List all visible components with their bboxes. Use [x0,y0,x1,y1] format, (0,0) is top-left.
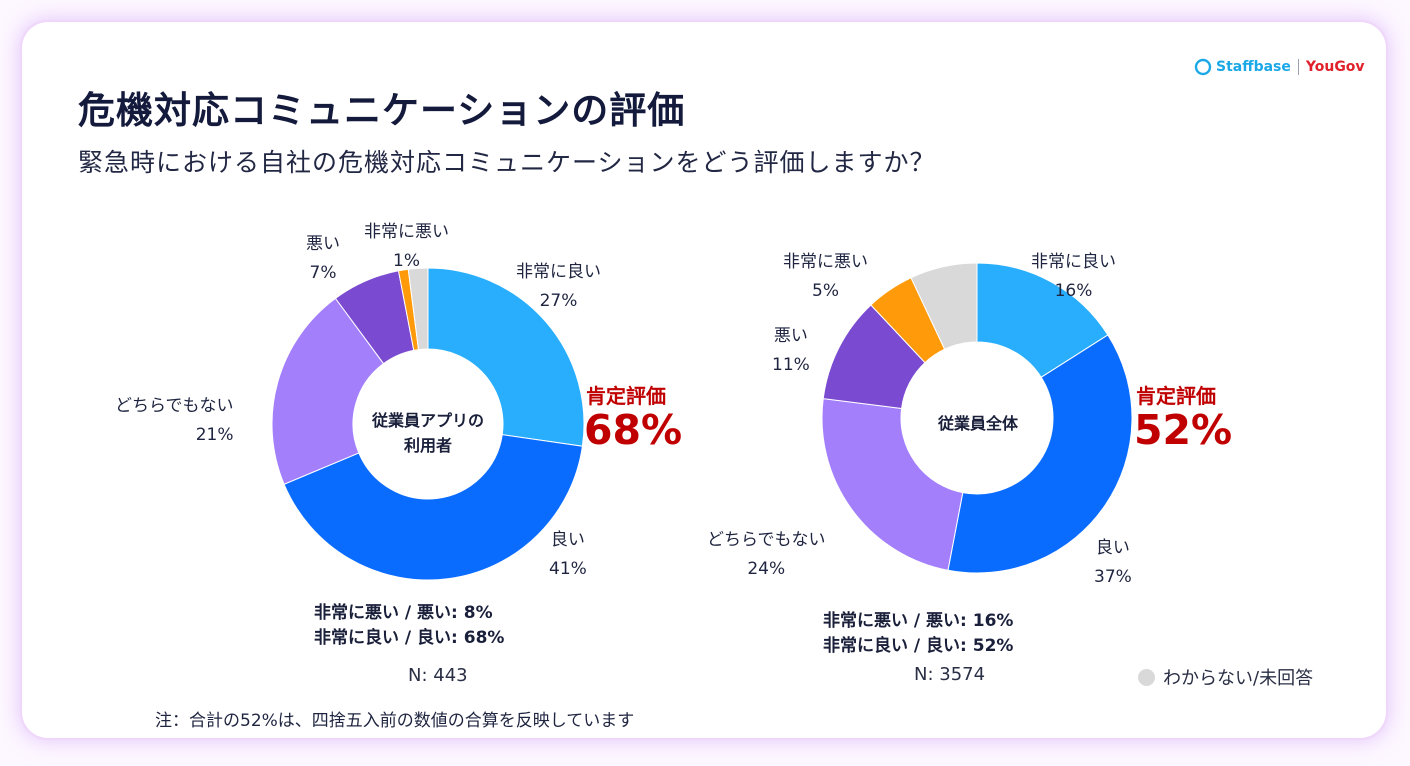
chart2-label-very-bad-name: 非常に悪い [783,252,868,272]
legend: わからない/未回答 [1138,664,1313,690]
chart2-summary-negative: 非常に悪い / 悪い: 16% [823,611,1014,631]
chart1-label-very-good-value: 27% [539,291,578,311]
donut-chart-app-users [271,267,585,581]
chart1-label-neutral: どちらでもない 21% [115,392,234,450]
chart1-label-very-bad-name: 非常に悪い [364,222,449,242]
chart2-label-neutral-value: 24% [747,559,786,579]
chart2-label-bad-value: 11% [772,355,810,375]
chart1-sample-size: N: 443 [408,665,468,686]
chart2-positive-value: 52% [1134,406,1233,454]
chart2-label-bad: 悪い 11% [772,322,810,380]
chart2-label-bad-name: 悪い [773,326,808,346]
chart1-label-very-bad-value: 1% [393,251,420,271]
chart2-label-good-value: 37% [1094,567,1132,587]
chart1-summary: 非常に悪い / 悪い: 8% 非常に良い / 良い: 68% [314,601,504,651]
chart1-slice-neutral [271,297,385,485]
chart1-positive-title: 肯定評価 [586,384,666,408]
chart1-label-very-good-name: 非常に良い [516,262,601,282]
chart1-label-very-good: 非常に良い 27% [516,258,601,316]
chart1-label-bad: 悪い 7% [306,230,340,288]
chart1-label-neutral-name: どちらでもない [115,396,234,416]
chart1-center-line1: 従業員アプリの [371,411,484,430]
chart1-summary-positive: 非常に良い / 良い: 68% [314,628,505,648]
chart2-label-very-bad-value: 5% [812,281,839,301]
chart2-label-neutral: どちらでもない 24% [707,526,826,584]
chart2-center-line1: 従業員全体 [937,414,1018,433]
chart2-sample-size: N: 3574 [914,664,986,685]
chart1-center-label: 従業員アプリの 利用者 [358,408,498,458]
donut-chart-all-employees [821,262,1133,574]
chart2-summary: 非常に悪い / 悪い: 16% 非常に良い / 良い: 52% [823,609,1013,659]
chart2-label-very-good: 非常に良い 16% [1031,248,1116,306]
logo-yougov: YouGov [1305,59,1365,75]
chart2-slice-very-good [976,262,1109,378]
chart1-label-good-name: 良い [550,530,585,550]
legend-unknown-swatch [1138,668,1155,686]
chart2-center-label: 従業員全体 [906,411,1050,436]
chart2-slice-good [947,334,1133,574]
chart1-label-bad-name: 悪い [306,234,340,254]
logo-divider [1297,59,1299,75]
chart2-slice-unknown [910,262,978,350]
chart1-positive-value: 68% [584,406,683,454]
chart2-summary-positive: 非常に良い / 良い: 52% [823,636,1014,656]
logo-staffbase: Staffbase [1216,59,1291,75]
page-title: 危機対応コミュニケーションの評価 [78,89,686,132]
chart2-label-very-bad: 非常に悪い 5% [783,248,868,306]
chart1-slice-very-good [427,267,585,447]
staffbase-logo-icon [1194,58,1212,76]
chart2-label-neutral-name: どちらでもない [707,530,826,550]
chart2-slice-neutral [821,398,964,571]
chart1-summary-negative: 非常に悪い / 悪い: 8% [314,603,493,623]
legend-unknown-label: わからない/未回答 [1163,668,1314,689]
page-subtitle: 緊急時における自社の危機対応コミュニケーションをどう評価しますか？ [78,148,936,177]
chart1-label-bad-value: 7% [309,263,337,283]
chart1-label-very-bad: 非常に悪い 1% [364,218,449,276]
chart2-label-very-good-value: 16% [1054,281,1093,301]
chart1-label-good: 良い 41% [549,526,587,584]
logo: Staffbase YouGov [1194,58,1365,76]
chart1-label-good-value: 41% [549,559,587,579]
chart1-center-line2: 利用者 [403,436,452,455]
card [22,22,1386,738]
chart1-slice-unknown [407,267,429,351]
chart2-label-good-name: 良い [1095,538,1130,558]
chart2-label-very-good-name: 非常に良い [1031,252,1116,272]
chart1-label-neutral-value: 21% [195,425,234,445]
chart1-slice-good [283,434,583,581]
chart2-positive-title: 肯定評価 [1136,384,1216,408]
footnote: 注：合計の52%は、四捨五入前の数値の合算を反映しています [155,711,635,731]
chart2-label-good: 良い 37% [1094,534,1132,592]
